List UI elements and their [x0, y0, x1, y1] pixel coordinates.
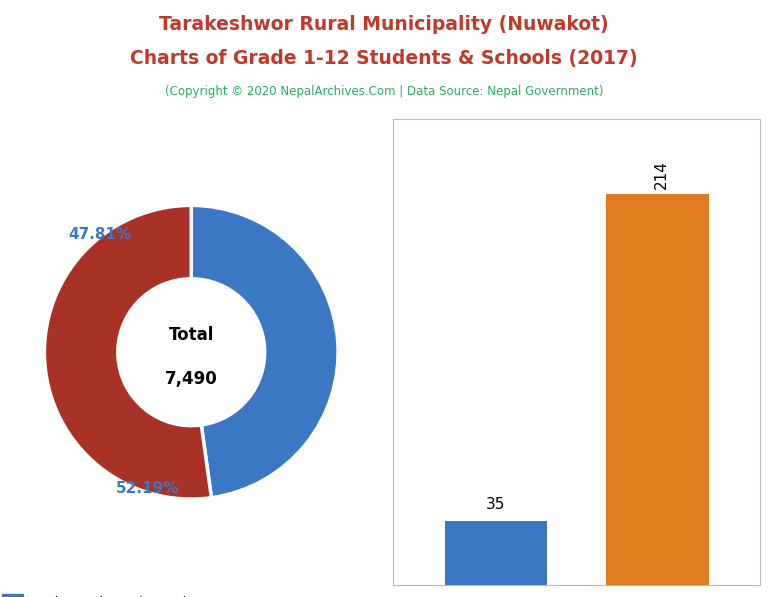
Text: (Copyright © 2020 NepalArchives.Com | Data Source: Nepal Government): (Copyright © 2020 NepalArchives.Com | Da…: [165, 85, 603, 98]
Wedge shape: [45, 205, 211, 499]
Bar: [606, 194, 709, 585]
Text: Tarakeshwor Rural Municipality (Nuwakot): Tarakeshwor Rural Municipality (Nuwakot): [159, 15, 609, 34]
Text: Charts of Grade 1-12 Students & Schools (2017): Charts of Grade 1-12 Students & Schools …: [131, 49, 637, 68]
Text: 7,490: 7,490: [165, 370, 217, 387]
Text: Total: Total: [168, 325, 214, 344]
Wedge shape: [191, 205, 338, 498]
Text: 214: 214: [654, 160, 669, 189]
Bar: [445, 521, 548, 585]
Text: 35: 35: [486, 497, 505, 512]
Text: 52.19%: 52.19%: [115, 481, 179, 496]
Text: 47.81%: 47.81%: [68, 227, 131, 242]
Legend: Male Students (3,581), Female Students (3,909): Male Students (3,581), Female Students (…: [0, 589, 210, 597]
